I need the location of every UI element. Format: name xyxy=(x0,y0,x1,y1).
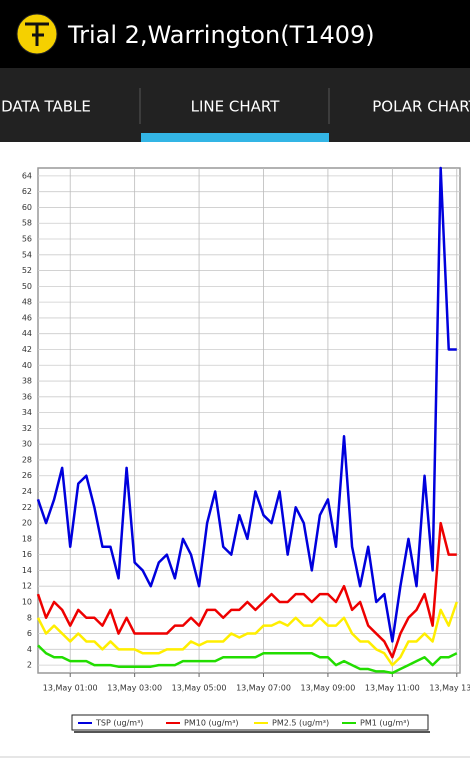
tab[interactable]: DATA TABLE xyxy=(1,98,91,116)
y-tick-label: 50 xyxy=(22,282,32,291)
action-bar xyxy=(0,0,470,68)
legend-label: PM1 (ug/m³) xyxy=(360,719,409,728)
y-tick-label: 8 xyxy=(27,613,32,622)
series-line xyxy=(36,521,457,659)
y-tick-label: 20 xyxy=(22,519,32,528)
app-title: Trial 2,Warrington(T1409) xyxy=(67,21,375,49)
y-tick-label: 30 xyxy=(22,440,32,449)
tab[interactable]: POLAR CHART xyxy=(372,98,470,116)
y-tick-label: 34 xyxy=(22,408,32,417)
plot-area xyxy=(37,167,461,674)
y-tick-label: 48 xyxy=(22,298,32,307)
y-tick-label: 40 xyxy=(22,361,32,370)
x-tick-label: 13,May 07:00 xyxy=(236,684,291,693)
logo-glyph xyxy=(25,22,49,46)
y-tick-label: 16 xyxy=(22,550,32,559)
x-tick-label: 13,May 01:00 xyxy=(43,684,98,693)
series-line xyxy=(36,601,458,667)
y-tick-label: 38 xyxy=(22,377,32,386)
tab-indicator xyxy=(141,133,329,142)
y-tick-label: 4 xyxy=(27,645,32,654)
x-tick-label: 13,May 03:00 xyxy=(107,684,162,693)
legend-box xyxy=(71,714,429,731)
y-tick-label: 2 xyxy=(27,661,32,670)
y-tick-label: 36 xyxy=(22,392,32,401)
y-tick-label: 18 xyxy=(22,534,32,543)
y-tick-label: 62 xyxy=(22,187,32,196)
y-tick-label: 44 xyxy=(22,329,32,338)
series-line xyxy=(37,644,458,675)
x-tick-label: 13,May 13:00 xyxy=(429,684,470,693)
legend-label: TSP (ug/m³) xyxy=(95,719,143,728)
legend-label: PM2.5 (ug/m³) xyxy=(272,719,329,728)
tab-bar xyxy=(0,68,470,142)
y-tick-label: 60 xyxy=(22,203,32,212)
y-tick-label: 26 xyxy=(22,471,32,480)
y-tick-label: 6 xyxy=(27,629,32,638)
y-tick-label: 24 xyxy=(22,487,32,496)
y-tick-label: 52 xyxy=(22,266,32,275)
y-tick-label: 22 xyxy=(22,503,32,512)
y-tick-label: 14 xyxy=(22,566,32,575)
x-tick-label: 13,May 09:00 xyxy=(300,684,355,693)
y-tick-label: 10 xyxy=(22,597,32,606)
x-tick-label: 13,May 11:00 xyxy=(365,684,420,693)
y-tick-label: 64 xyxy=(22,171,32,180)
y-tick-label: 56 xyxy=(22,235,32,244)
y-tick-label: 42 xyxy=(22,345,32,354)
y-tick-label: 54 xyxy=(22,250,32,259)
legend-label: PM10 (ug/m³) xyxy=(184,719,239,728)
y-tick-label: 58 xyxy=(22,219,32,228)
y-tick-label: 12 xyxy=(22,582,32,591)
x-tick-label: 13,May 05:00 xyxy=(172,684,227,693)
y-tick-label: 46 xyxy=(22,313,32,322)
y-tick-label: 32 xyxy=(22,424,32,433)
tab[interactable]: LINE CHART xyxy=(191,98,281,116)
y-tick-label: 28 xyxy=(22,455,32,464)
series-line xyxy=(36,166,457,643)
